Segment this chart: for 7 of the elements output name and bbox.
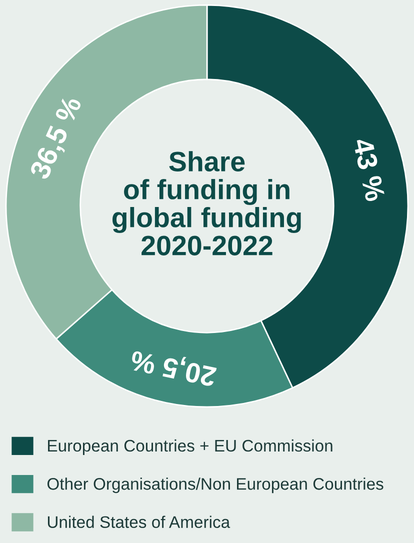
legend-label: United States of America (48, 516, 230, 528)
data-label: 36,5 % (29, 94, 86, 182)
legend-label: Other Organisations/Non European Countries (47, 478, 384, 494)
data-label: 43 % (352, 137, 386, 202)
legend-label: European Countries + EU Commission (48, 439, 332, 455)
text: Share of funding in global funding 2020-2022 (112, 151, 301, 256)
data-label: 20,5 % (130, 346, 218, 387)
